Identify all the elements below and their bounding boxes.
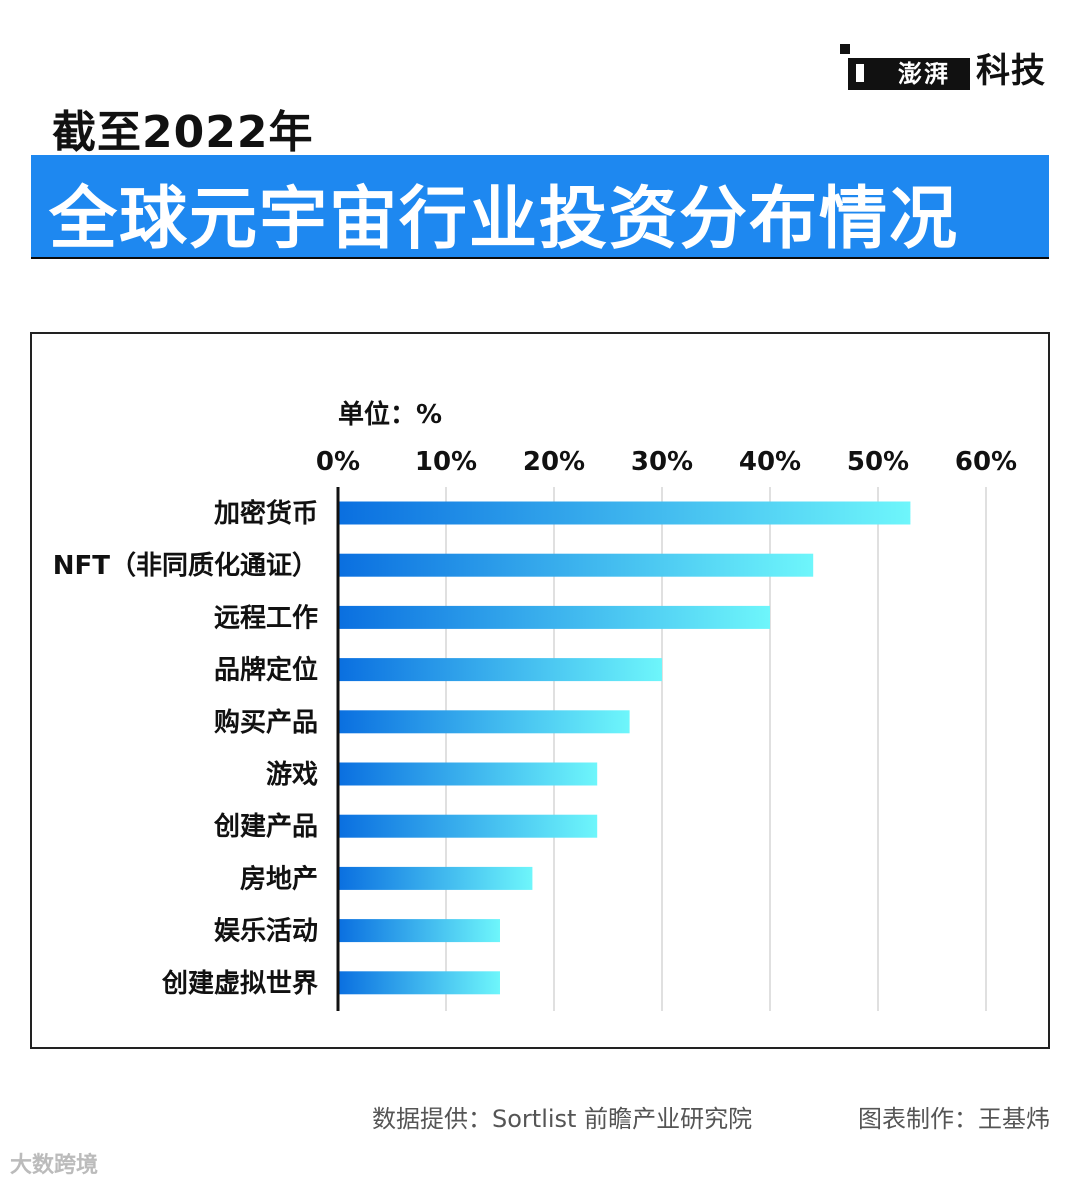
category-label: 购买产品 [214, 708, 318, 738]
bar [338, 866, 533, 890]
watermark: 大数跨境 [10, 1153, 99, 1178]
logo-brand: 澎湃 [898, 59, 950, 88]
headline-band: 全球元宇宙行业投资分布情况 [31, 155, 1049, 259]
headline-small: 截至2022年 [52, 107, 314, 158]
bar [338, 919, 500, 943]
x-tick-label: 20% [523, 447, 585, 477]
unit-label: 单位：% [338, 400, 443, 430]
bar [338, 762, 598, 786]
bar [338, 814, 598, 838]
bar [338, 501, 911, 525]
bar [338, 553, 814, 577]
category-label: 创建虚拟世界 [161, 969, 318, 999]
category-label: 房地产 [240, 864, 318, 894]
bar [338, 710, 630, 734]
chart-title: 全球元宇宙行业投资分布情况 [49, 180, 960, 259]
x-tick-label: 0% [316, 447, 360, 477]
data-source: 数据提供：Sortlist 前瞻产业研究院 [372, 1105, 753, 1133]
category-label: 娱乐活动 [214, 917, 318, 947]
category-label: 游戏 [266, 760, 318, 790]
category-label: 远程工作 [214, 603, 318, 633]
logo-mark: 澎湃 [840, 44, 970, 90]
category-label: 加密货币 [214, 498, 318, 529]
x-tick-label: 50% [847, 447, 909, 477]
x-tick-label: 10% [415, 447, 477, 477]
chart-credit: 图表制作：王基炜 [858, 1105, 1050, 1133]
brand-logo: 澎湃 科技 [840, 44, 1046, 91]
logo-text: 科技 [976, 50, 1046, 91]
bar [338, 658, 662, 682]
category-label: 创建产品 [213, 812, 318, 842]
bar [338, 605, 770, 629]
x-tick-label: 60% [955, 447, 1017, 477]
bar [338, 971, 500, 995]
category-label: NFT（非同质化通证） [53, 551, 318, 581]
x-tick-label: 40% [739, 447, 801, 477]
chart-panel [30, 332, 1050, 1049]
category-label: 品牌定位 [214, 655, 318, 686]
x-tick-label: 30% [631, 447, 693, 477]
